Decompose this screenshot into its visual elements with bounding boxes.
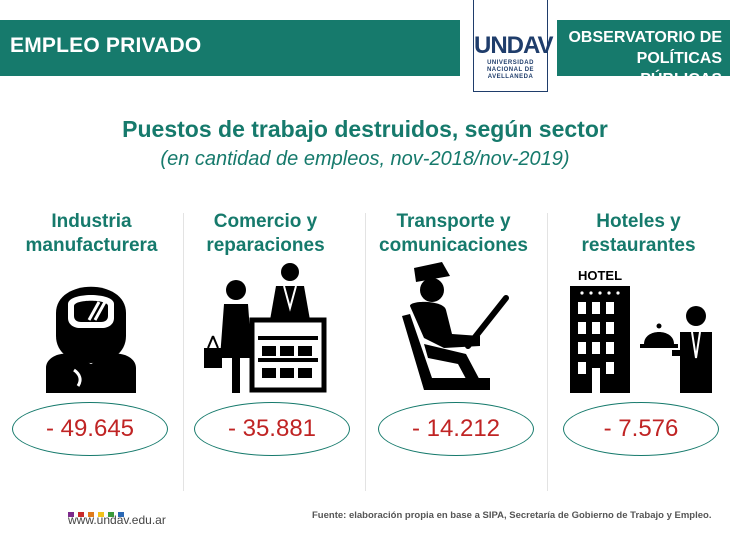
column-divider [183,213,184,491]
header-bar-left: EMPLEO PRIVADO [0,20,460,76]
brand-dot [68,512,74,517]
website-link[interactable]: www.undav.edu.ar [68,513,166,527]
value-hoteles: - 7.576 [603,415,679,442]
brand-dot [118,512,124,517]
section-label: EMPLEO PRIVADO [10,34,202,57]
sector-label-comercio: Comercio y reparaciones [206,211,325,256]
logo-mark: UNDAV [474,32,554,59]
observatory-label: OBSERVATORIO DE POLÍTICAS PÚBLICAS [568,29,722,88]
value-industria: - 49.645 [45,415,135,442]
value-oval: - 7.576 [563,402,719,456]
sector-label-transporte: Transporte y comunicaciones [379,211,528,256]
driver-icon [402,262,509,390]
brand-dot [98,512,104,517]
brand-dot [78,512,84,517]
column-divider [365,213,366,491]
value-oval: - 35.881 [194,402,350,456]
value-comercio: - 35.881 [227,415,317,442]
header-bar-right: OBSERVATORIO DE POLÍTICAS PÚBLICAS [557,20,730,88]
page-title: Puestos de trabajo destruidos, según sec… [122,116,608,142]
brand-color-dots [68,504,128,522]
brand-dot [108,512,114,517]
value-oval: - 14.212 [378,402,534,456]
brand-dot [88,512,94,517]
value-oval: - 49.645 [12,402,168,456]
source-note: Fuente: elaboración propia en base a SIP… [312,510,712,521]
worker-helmet-icon [46,286,136,393]
shop-counter-icon [204,263,327,393]
sector-label-industria: Industria manufacturera [25,211,158,256]
hotel-waiter-icon: HOTEL [570,268,712,393]
value-transporte: - 14.212 [411,415,501,442]
sector-label-hoteles: Hoteles y restaurantes [581,211,696,256]
undav-logo: UNDAV UNIVERSIDAD NACIONAL DE AVELLANEDA [473,0,554,92]
logo-subtext: UNIVERSIDAD NACIONAL DE AVELLANEDA [486,60,535,80]
column-divider [547,213,548,491]
page-subtitle: (en cantidad de empleos, nov-2018/nov-20… [160,148,570,170]
hotel-sign-text: HOTEL [578,268,622,283]
